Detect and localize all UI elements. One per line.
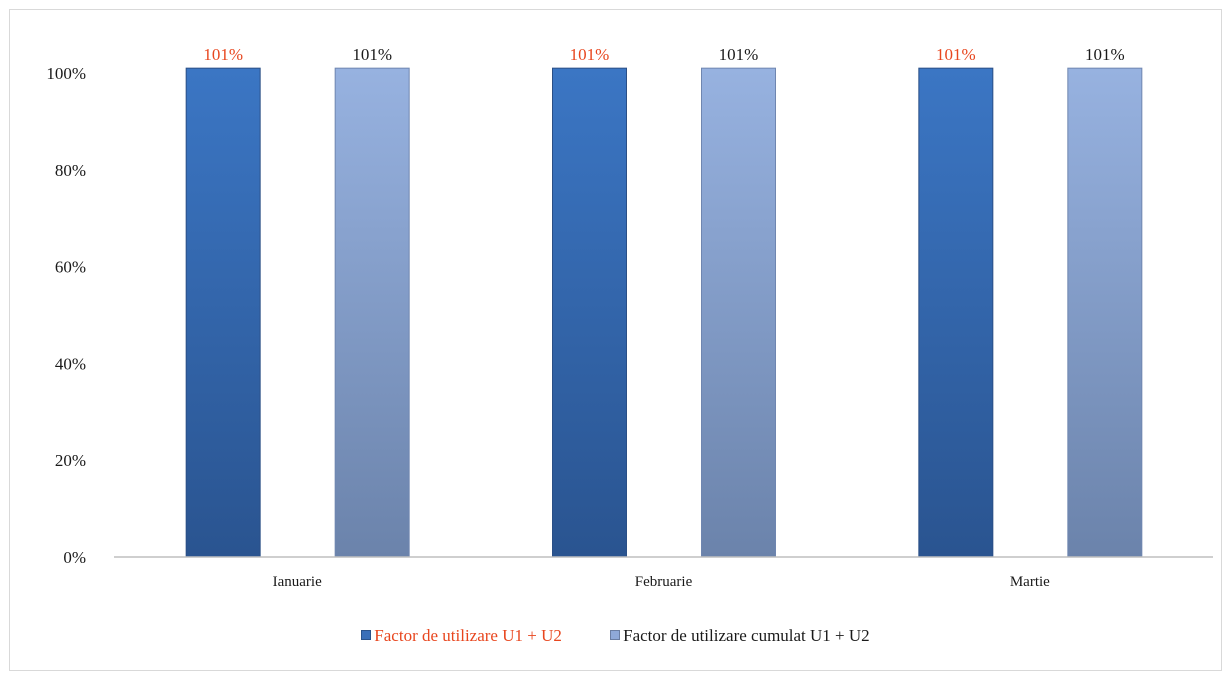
legend-label-series-2: Factor de utilizare cumulat U1 + U2	[623, 626, 870, 645]
bar-data-label: 101%	[352, 45, 392, 64]
legend-item-series-1: Factor de utilizare U1 + U2	[361, 626, 562, 646]
x-tick-label: Martie	[1010, 574, 1050, 590]
bar-factor-utilizare	[185, 67, 261, 558]
y-tick-label: 40%	[55, 354, 86, 373]
bar-data-label: 101%	[1085, 45, 1125, 64]
legend-swatch-series-2	[610, 630, 621, 640]
bar-factor-utilizare	[552, 67, 627, 558]
bar-factor-cumulat	[701, 67, 776, 558]
y-tick-label: 80%	[55, 161, 86, 180]
bar-data-label: 101%	[203, 45, 243, 64]
y-tick-label: 100%	[46, 64, 86, 83]
legend-label-series-1: Factor de utilizare U1 + U2	[374, 626, 562, 645]
bar-data-label: 101%	[719, 45, 759, 64]
y-tick-label: 60%	[55, 258, 86, 277]
legend-swatch-series-1	[361, 630, 372, 640]
x-tick-label: Februarie	[635, 574, 693, 590]
y-tick-label: 20%	[55, 451, 86, 470]
bar-factor-utilizare	[918, 67, 994, 558]
legend-item-series-2: Factor de utilizare cumulat U1 + U2	[610, 626, 870, 646]
bar-factor-cumulat	[1067, 67, 1143, 558]
bar-data-label: 101%	[570, 45, 610, 64]
x-tick-label: Ianuarie	[273, 574, 322, 590]
legend: Factor de utilizare U1 + U2 Factor de ut…	[0, 626, 1231, 646]
bar-factor-cumulat	[334, 67, 410, 558]
y-tick-label: 0%	[63, 548, 86, 567]
bar-data-label: 101%	[936, 45, 976, 64]
